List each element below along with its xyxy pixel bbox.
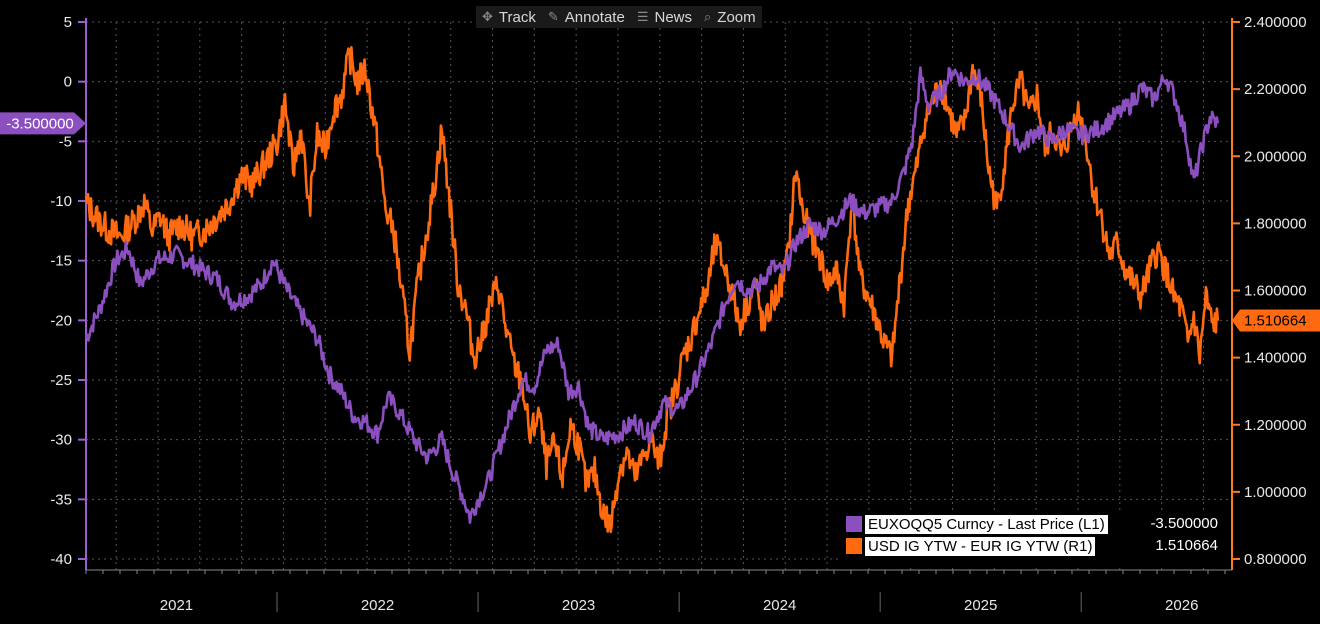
last-value-marker-left (0, 112, 86, 135)
x-axis: 2021 2022 2023 2024 2025 2026 (85, 569, 1232, 614)
right-tick-label: 2.200000 (1244, 81, 1307, 98)
last-value-markers: -3.500000 1.510664 (0, 112, 1320, 332)
left-tick-label: -10 (50, 193, 72, 210)
right-tick-label: 0.800000 (1244, 551, 1307, 568)
x-tick-label: 2022 (361, 597, 394, 614)
x-tick-label: 2025 (964, 597, 997, 614)
legend-swatch-orange (846, 538, 862, 554)
legend-swatch-purple (846, 516, 862, 532)
series-layer (84, 46, 1220, 534)
left-tick-label: 5 (64, 14, 72, 31)
left-tick-label: -25 (50, 372, 72, 389)
right-tick-label: 2.000000 (1244, 148, 1307, 165)
track-label: Track (498, 8, 536, 26)
left-tick-label: 0 (64, 74, 72, 91)
x-tick-label: 2024 (763, 597, 796, 614)
last-value-marker-right (1232, 309, 1320, 332)
left-tick-label: -30 (50, 432, 72, 449)
x-tick-label: 2021 (160, 597, 193, 614)
annotate-button[interactable]: ✎ Annotate (542, 6, 631, 28)
news-button[interactable]: ☰ News (631, 6, 698, 28)
left-tick-label: -40 (50, 551, 72, 568)
right-tick-label: 1.600000 (1244, 283, 1307, 300)
last-value-label-left: -3.500000 (6, 115, 74, 132)
annotate-label: Annotate (564, 8, 625, 26)
track-button[interactable]: ✥ Track (476, 6, 542, 28)
chart-toolbar: ✥ Track ✎ Annotate ☰ News ⌕ Zoom (476, 6, 762, 28)
x-tick-label: 2026 (1165, 597, 1198, 614)
series-line-euxoqq5 (84, 66, 1220, 524)
zoom-button[interactable]: ⌕ Zoom (698, 6, 762, 28)
legend-label: EUXOQQ5 Curncy - Last Price (L1) (865, 514, 1108, 534)
right-tick-label: 1.200000 (1244, 417, 1307, 434)
grid-lines (86, 21, 1232, 570)
x-tick-label: 2023 (562, 597, 595, 614)
last-value-label-right: 1.510664 (1244, 312, 1307, 329)
left-tick-label: -20 (50, 312, 72, 329)
news-icon: ☰ (636, 9, 649, 24)
left-tick-label: -5 (59, 133, 72, 150)
chart-legend[interactable]: EUXOQQ5 Curncy - Last Price (L1) -3.5000… (838, 510, 1230, 568)
right-axis: 2.400000 2.200000 2.000000 1.800000 1.600000… (1231, 14, 1307, 570)
legend-value: 1.510664 (1155, 537, 1218, 554)
crosshair-icon: ✥ (482, 9, 493, 24)
news-label: News (654, 8, 692, 26)
left-axis: 5 0 -5 -10 -15 -20 -25 -30 -35 -40 (50, 14, 87, 570)
right-tick-label: 1.000000 (1244, 484, 1307, 501)
legend-value: -3.500000 (1150, 515, 1218, 532)
left-tick-label: -35 (50, 491, 72, 508)
legend-entry-euxoqq5[interactable]: EUXOQQ5 Curncy - Last Price (L1) -3.5000… (846, 514, 1224, 534)
pencil-icon: ✎ (547, 9, 559, 24)
right-tick-label: 1.400000 (1244, 350, 1307, 367)
right-tick-label: 2.400000 (1244, 14, 1307, 31)
legend-label: USD IG YTW - EUR IG YTW (R1) (865, 536, 1096, 556)
legend-entry-usd-eur-ig[interactable]: USD IG YTW - EUR IG YTW (R1) 1.510664 (846, 536, 1224, 556)
right-tick-label: 1.800000 (1244, 215, 1307, 232)
magnifier-icon: ⌕ (704, 9, 712, 24)
zoom-label: Zoom (717, 8, 756, 26)
left-tick-label: -15 (50, 253, 72, 270)
